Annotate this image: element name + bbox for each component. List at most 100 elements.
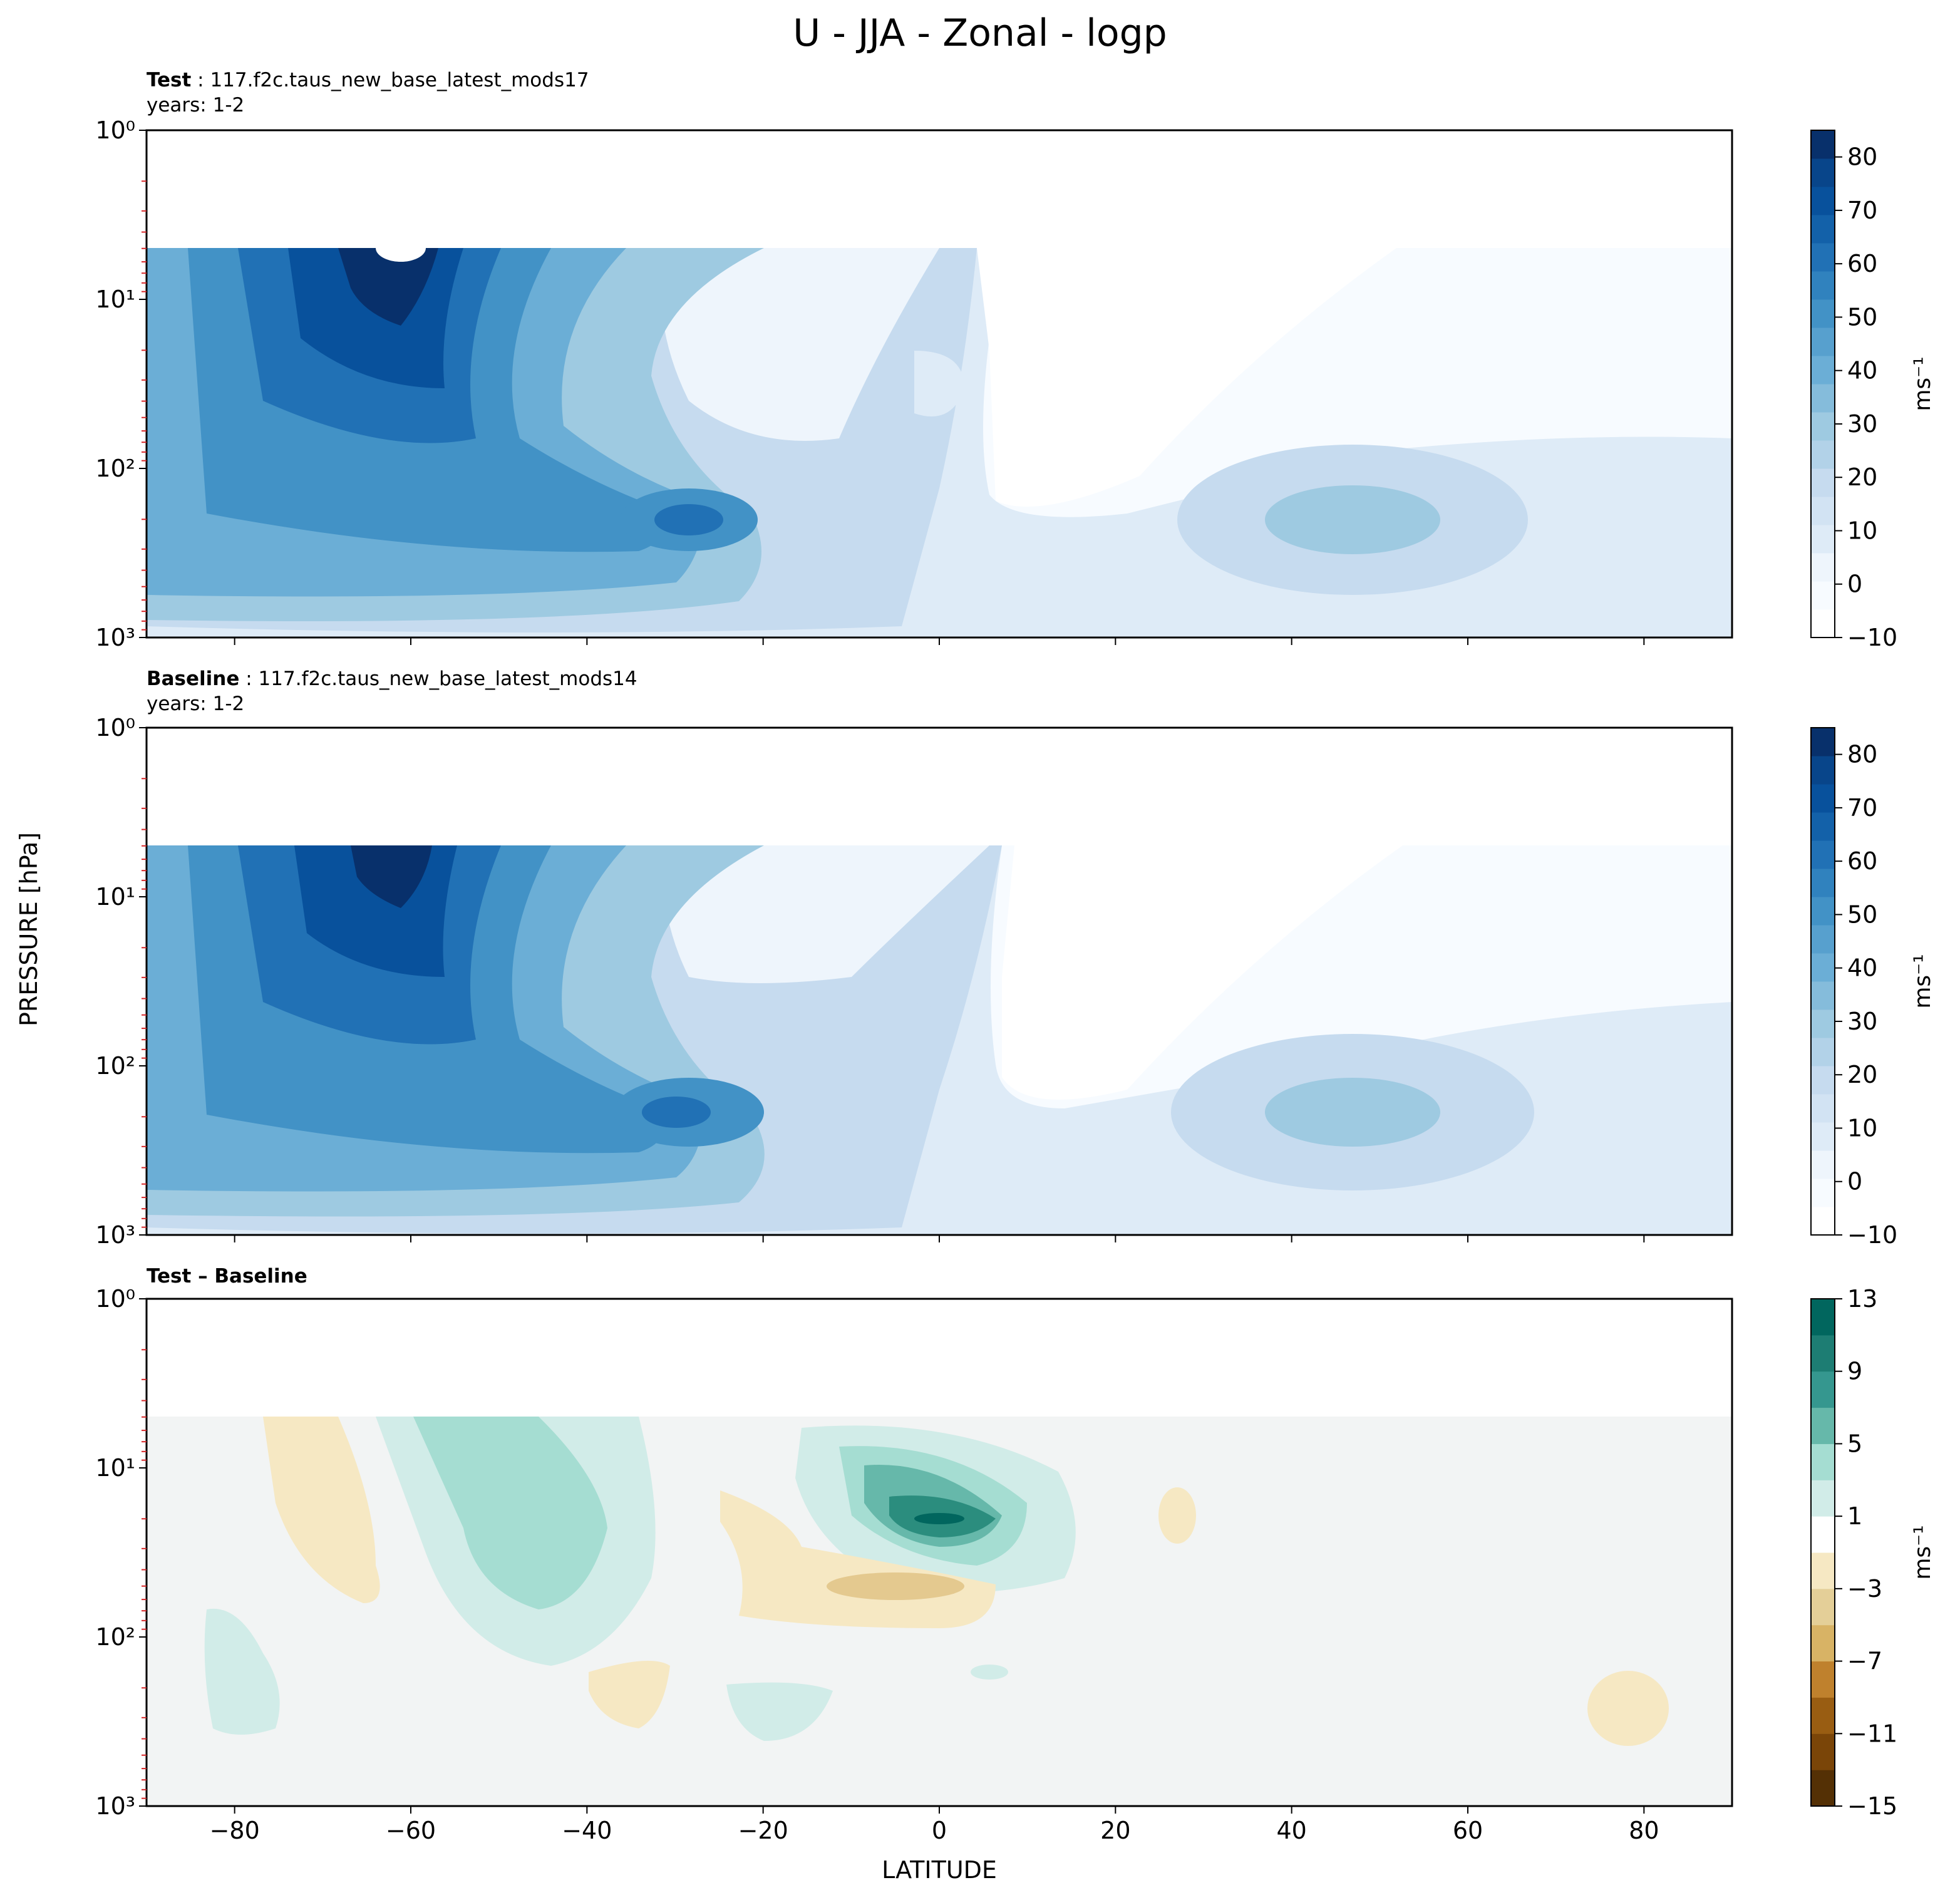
colorbar-segment [1811,1009,1835,1038]
colorbar-segment [1811,925,1835,954]
y-tick-label: 10⁰ [95,714,135,741]
colorbar-segment [1811,981,1835,1010]
colorbar-segment [1811,468,1835,497]
x-tick-label: −40 [562,1817,612,1844]
y-tick-label: 10¹ [95,1454,135,1482]
x-tick-label: 0 [932,1817,947,1844]
colorbar-segment [1811,1733,1835,1770]
panel-baseline-title: Baseline : 117.f2c.taus_new_base_latest_… [147,668,637,715]
colorbar-segment [1811,1770,1835,1807]
y-tick-label: 10¹ [95,286,135,313]
colorbar-segment [1811,243,1835,272]
colorbar-tick-label: 40 [1847,954,1877,982]
colorbar-tick-label: 30 [1847,1008,1877,1035]
colorbar-tick-label: 50 [1847,303,1877,331]
colorbar-segment [1811,1179,1835,1207]
x-tick-label: −60 [386,1817,436,1844]
panel-diff-contours [147,1417,1732,1806]
colorbar-tick-label: 5 [1847,1430,1862,1457]
panel-baseline-contours [147,845,1732,1235]
panel-test-run: 117.f2c.taus_new_base_latest_mods17 [210,69,589,91]
colorbar-segment [1811,1624,1835,1662]
colorbar-segment [1811,187,1835,215]
colorbar-segment [1811,869,1835,897]
panel-test-contours [147,234,1732,638]
colorbar-segment [1811,728,1835,756]
colorbar-segment [1811,497,1835,525]
y-tick-label: 10³ [95,1221,135,1249]
panel-baseline-plot [145,726,1733,1236]
colorbar-segment [1811,581,1835,610]
colorbar-segment [1811,1516,1835,1553]
colorbar-segment [1811,1150,1835,1179]
colorbar-segment [1811,756,1835,785]
x-tick-label: −80 [210,1817,260,1844]
colorbar-segment [1811,299,1835,328]
colorbar-tick-label: 50 [1847,901,1877,928]
colorbar-segment [1811,271,1835,300]
x-tick-label: 40 [1276,1817,1306,1844]
colorbar-segment [1811,1094,1835,1123]
colorbar-tick-label: 10 [1847,517,1877,544]
colorbar-tick-label: 0 [1847,1168,1862,1195]
colorbar-frame [1810,1298,1835,1807]
colorbar-tick-label: 1 [1847,1502,1862,1530]
colorbar-segment [1811,440,1835,469]
colorbar-tick-label: 20 [1847,463,1877,491]
y-tick-label: 10³ [95,624,135,651]
colorbar-tick-label: 60 [1847,847,1877,875]
colorbar-tick-label: 9 [1847,1358,1862,1385]
colorbar-tick-label: −11 [1847,1720,1897,1747]
colorbar-tick-label: 40 [1847,357,1877,385]
colorbar-segment [1811,412,1835,441]
panel-baseline-label: Baseline [147,668,240,690]
colorbar-segment [1811,215,1835,244]
colorbar-tick-label: 80 [1847,143,1877,171]
y-tick-label: 10² [95,455,135,482]
panel-diff-label: Test – Baseline [147,1265,307,1288]
x-tick-label: 20 [1100,1817,1130,1844]
colorbar-segment [1811,897,1835,926]
y-tick-label: 10² [95,1052,135,1080]
panel-baseline-years: years: 1-2 [147,693,245,715]
colorbar-segment [1811,812,1835,841]
colorbar-tick-label: 10 [1847,1114,1877,1142]
colorbar-frame [1810,727,1835,1236]
x-tick-label: 80 [1629,1817,1659,1844]
colorbar-tick-label: 13 [1847,1285,1877,1313]
y-tick-label: 10² [95,1623,135,1651]
colorbar-segment [1811,130,1835,159]
colorbar-segment [1811,1299,1835,1336]
colorbar-segment [1811,609,1835,638]
colorbar-segment [1811,784,1835,813]
colorbar-segment [1811,953,1835,982]
colorbar-tick-label: −10 [1847,1221,1897,1249]
colorbar-segment [1811,1552,1835,1589]
colorbar-segment [1811,1066,1835,1095]
colorbar-segment [1811,1371,1835,1408]
y-tick-label: 10¹ [95,883,135,911]
colorbar-frame [1810,130,1835,638]
colorbar-segment [1811,1443,1835,1480]
panel-test-title: Test : 117.f2c.taus_new_base_latest_mods… [147,69,589,116]
y-tick-label: 10⁰ [95,1285,135,1313]
y-tick-label: 10⁰ [95,116,135,144]
colorbar-segment [1811,1697,1835,1734]
colorbar-segment [1811,1661,1835,1698]
colorbar-tick-label: 20 [1847,1061,1877,1088]
axes-layer: 10⁰ 10¹ 10² 10³ 10⁰ 10¹ 10² 10³ −80 −60 −40 −20 0 20 4… [95,116,1659,1844]
figure-title: U - JJA - Zonal - logp [793,11,1167,55]
panel-test-plot [145,129,1733,639]
colorbar-tick-label: 80 [1847,741,1877,768]
colorbar-tick-label: 0 [1847,571,1862,598]
colorbar-tick-label: 30 [1847,410,1877,438]
colorbar-segment [1811,356,1835,385]
colorbars: −10 0 10 20 30 40 50 60 70 80 ms⁻¹ −10 0 10 20 30 40 50 60… [1810,130,1936,1820]
colorbar-segment [1811,384,1835,413]
colorbar-tick-label: −15 [1847,1792,1897,1820]
colorbar-tick-label: 60 [1847,250,1877,277]
colorbar-tick-label: −7 [1847,1648,1882,1675]
colorbar-unit-label: ms⁻¹ [1910,954,1936,1008]
colorbar-segment [1811,1335,1835,1372]
